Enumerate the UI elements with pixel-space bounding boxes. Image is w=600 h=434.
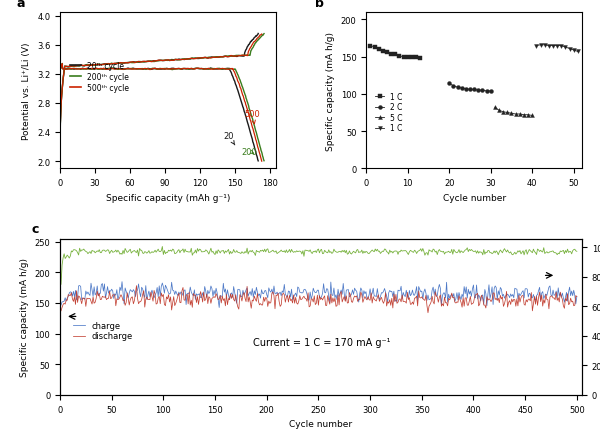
Line: 2 C: 2 C (448, 82, 493, 94)
1 C (409, 56, 416, 61)
5 C (500, 110, 507, 115)
discharge (573, 294, 580, 299)
Y-axis label: Potential vs. Li⁺/Li (V): Potential vs. Li⁺/Li (V) (22, 43, 31, 140)
1 C (371, 45, 378, 50)
discharge (307, 304, 314, 309)
1 C (574, 50, 581, 55)
5 C (491, 105, 499, 111)
1 C (396, 54, 403, 59)
charge (338, 292, 346, 297)
1 C (388, 52, 395, 57)
2 C (458, 86, 466, 91)
X-axis label: Cycle number: Cycle number (289, 419, 353, 428)
5 C (516, 112, 523, 117)
Line: 1 C: 1 C (535, 44, 580, 54)
charge (58, 302, 65, 308)
2 C (475, 89, 482, 94)
2 C (466, 88, 473, 93)
Text: 200: 200 (242, 148, 257, 156)
2 C (462, 87, 469, 92)
Text: 500: 500 (244, 110, 260, 125)
5 C (496, 108, 503, 114)
charge (563, 290, 570, 295)
charge (215, 305, 223, 310)
Text: a: a (17, 0, 25, 10)
Y-axis label: Specific capacity (mA h/g): Specific capacity (mA h/g) (20, 258, 29, 376)
1 C (537, 43, 544, 48)
1 C (533, 44, 540, 49)
5 C (524, 113, 532, 118)
2 C (487, 89, 494, 94)
discharge (338, 289, 345, 295)
Text: 20: 20 (223, 132, 235, 145)
2 C (483, 89, 490, 94)
Legend: 20ᵗʰ cycle, 200ᵗʰ cycle, 500ᵗʰ cycle: 20ᵗʰ cycle, 200ᵗʰ cycle, 500ᵗʰ cycle (68, 60, 131, 94)
1 C (554, 44, 561, 49)
charge (367, 286, 374, 292)
1 C (375, 48, 382, 53)
5 C (504, 111, 511, 116)
1 C (541, 43, 548, 48)
1 C (392, 53, 399, 58)
5 C (529, 114, 536, 119)
1 C (404, 55, 412, 60)
1 C (570, 48, 577, 53)
5 C (508, 112, 515, 117)
Text: Current = 1 C = 170 mA g⁻¹: Current = 1 C = 170 mA g⁻¹ (253, 337, 391, 347)
1 C (562, 45, 569, 50)
2 C (479, 89, 486, 94)
discharge (133, 283, 140, 289)
1 C (383, 50, 391, 56)
charge (304, 297, 311, 302)
1 C (416, 56, 424, 62)
1 C (379, 49, 386, 54)
5 C (512, 112, 519, 117)
discharge (365, 297, 373, 302)
1 C (566, 47, 573, 52)
1 C (550, 44, 557, 49)
X-axis label: Cycle number: Cycle number (443, 193, 506, 202)
1 C (545, 44, 553, 49)
Line: discharge: discharge (61, 286, 577, 313)
discharge (482, 306, 490, 311)
5 C (520, 113, 527, 118)
2 C (470, 88, 478, 93)
discharge (304, 299, 311, 304)
1 C (557, 44, 565, 49)
discharge (58, 309, 65, 314)
charge (118, 279, 125, 285)
Y-axis label: Specific capacity (mA h/g): Specific capacity (mA h/g) (326, 32, 335, 150)
discharge (563, 299, 570, 304)
Line: charge: charge (61, 282, 577, 308)
Legend: charge, discharge: charge, discharge (70, 318, 136, 344)
Line: 5 C: 5 C (493, 106, 534, 118)
2 C (454, 85, 461, 91)
2 C (446, 82, 453, 87)
1 C (412, 56, 419, 61)
Legend: 1 C, 2 C, 5 C, 1 C: 1 C, 2 C, 5 C, 1 C (374, 92, 404, 134)
1 C (367, 44, 374, 49)
1 C (400, 55, 407, 60)
X-axis label: Specific capacity (mAh g⁻¹): Specific capacity (mAh g⁻¹) (106, 193, 230, 202)
Line: 1 C: 1 C (368, 44, 422, 61)
charge (482, 292, 490, 297)
2 C (450, 84, 457, 89)
Text: b: b (314, 0, 323, 10)
charge (573, 294, 580, 299)
Text: c: c (31, 223, 38, 236)
charge (308, 297, 315, 302)
discharge (424, 310, 431, 316)
